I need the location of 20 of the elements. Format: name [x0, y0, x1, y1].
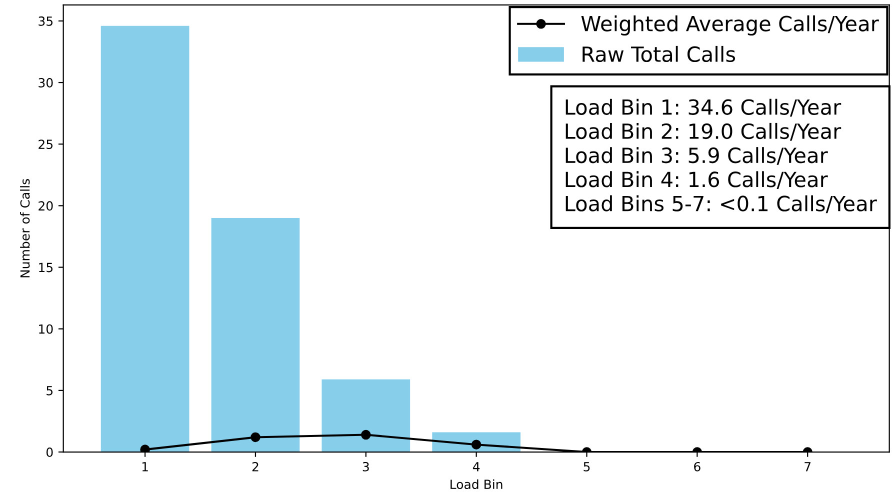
x-tick-label: 6 [694, 462, 700, 472]
y-tick-label: 20 [38, 201, 53, 211]
y-tick-label: 15 [39, 262, 53, 272]
legend-label: Raw Total Calls [582, 46, 736, 62]
y-tick-label: 0 [46, 447, 53, 457]
x-tick-label: 7 [804, 462, 811, 472]
x-tick-label: 3 [362, 462, 369, 472]
y-tick-label: 5 [46, 386, 53, 396]
x-tick-label: 5 [584, 462, 590, 472]
y-axis-title: Number of Calls [20, 179, 30, 278]
y-tick-label: 10 [39, 324, 53, 334]
y-tick-label: 25 [38, 140, 53, 150]
x-tick-label: 1 [142, 462, 148, 472]
legend-label: Weighted Average Calls/Year [581, 15, 879, 36]
y-tick-label: 35 [38, 16, 53, 26]
annotation: Load Bin 1: 34.6 Calls/Year Load Bin 2: 19.0 Calls/Year Load Bin 3: 5.9 Calls/Year Load Bin 4: 1.6 Calls/Year Load Bins 5-7: <0.1 Calls/Year [566, 98, 877, 214]
y-tick-label: 30 [38, 78, 53, 88]
x-axis-title: Load Bin [450, 479, 502, 490]
x-tick-label: 4 [472, 462, 480, 472]
x-tick-label: 2 [252, 462, 258, 472]
